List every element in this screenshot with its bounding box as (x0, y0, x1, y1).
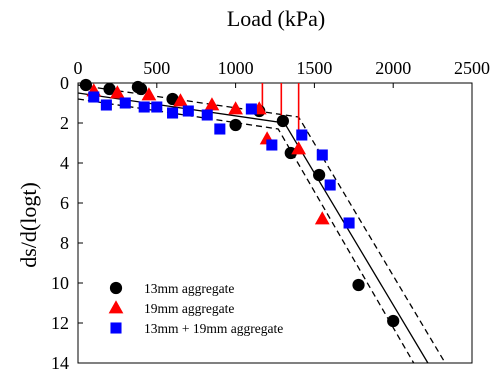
data-point-square (167, 107, 179, 119)
legend-marker (109, 281, 123, 295)
data-point-square (151, 101, 163, 113)
data-point-circle (387, 314, 400, 328)
y-axis-title: ds/d(logt) (16, 182, 41, 268)
plot-axes: 0 500 1000 1500 2000 2500 0 2 4 6 8 10 12 14 (51, 58, 490, 369)
data-point-square (119, 97, 131, 109)
y-tick-label: 2 (60, 113, 69, 133)
data-point-circle (276, 114, 289, 128)
legend: 13mm aggregate 19mm aggregate 13mm + 19mm … (108, 281, 283, 336)
legend-label: 13mm + 19mm aggregate (144, 321, 283, 336)
data-point-circle (134, 82, 148, 96)
data-point-circle (313, 168, 326, 182)
plot-frame (77, 82, 473, 364)
data-point-triangle (204, 97, 220, 111)
x-tick-label: 2000 (375, 58, 411, 78)
data-point-triangle (291, 141, 307, 155)
data-point-square (324, 179, 336, 191)
data-point-circle (79, 78, 92, 92)
data-point-triangle (110, 85, 125, 99)
y-tick-label: 8 (60, 233, 69, 253)
y-tick-label: 4 (60, 153, 69, 173)
y-tick-label: 12 (51, 313, 69, 333)
data-point-square (88, 91, 100, 103)
y-tick-label: 0 (60, 73, 69, 93)
data-point-triangle (314, 211, 330, 225)
x-tick-label: 2500 (454, 58, 490, 78)
data-point-square (245, 103, 257, 115)
data-point-square (138, 101, 150, 113)
data-point-triangle (228, 101, 243, 115)
legend-label: 19mm aggregate (144, 301, 234, 316)
y-tick-label: 14 (51, 353, 69, 369)
y-tick-label: 10 (51, 273, 69, 293)
legend-marker (110, 322, 122, 334)
data-point-triangle (173, 93, 188, 107)
legend-label: 13mm aggregate (144, 281, 234, 296)
data-point-triangle (141, 87, 157, 101)
x-tick-label: 1500 (296, 58, 332, 78)
data-point-square (182, 105, 194, 117)
y-tick-label: 6 (60, 193, 69, 213)
x-tick-label: 1000 (218, 58, 254, 78)
data-point-square (214, 123, 226, 135)
legend-marker (108, 300, 124, 314)
data-point-circle (352, 278, 365, 292)
data-point-square (316, 149, 328, 161)
fit-line-dashed (77, 98, 415, 364)
data-point-circle (229, 118, 242, 132)
x-tick-label: 500 (143, 58, 170, 78)
x-tick-label: 0 (74, 58, 83, 78)
data-point-square (100, 99, 112, 111)
x-axis-title: Load (kPa) (227, 6, 325, 31)
data-point-square (343, 217, 355, 229)
data-points (79, 78, 400, 328)
data-point-circle (103, 82, 116, 96)
data-point-square (296, 129, 308, 141)
data-point-square (266, 139, 278, 151)
data-point-square (201, 109, 213, 121)
